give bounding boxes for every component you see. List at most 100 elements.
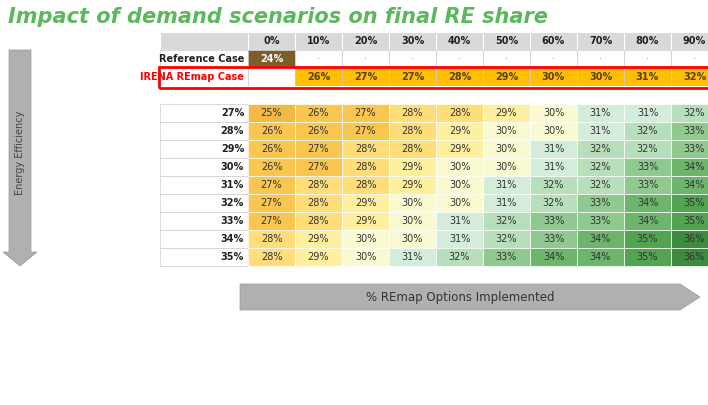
Text: 29%: 29% <box>449 126 470 136</box>
Bar <box>248 212 295 230</box>
Text: 31%: 31% <box>496 198 517 208</box>
Text: ·: · <box>693 54 696 64</box>
Bar <box>577 176 624 194</box>
Bar <box>436 50 483 68</box>
Bar <box>389 176 436 194</box>
Text: 32%: 32% <box>636 144 658 154</box>
Text: 32%: 32% <box>636 126 658 136</box>
Text: 28%: 28% <box>221 126 244 136</box>
Bar <box>295 212 342 230</box>
Text: 33%: 33% <box>636 162 658 172</box>
Text: 28%: 28% <box>355 144 376 154</box>
Text: 31%: 31% <box>496 180 517 190</box>
Bar <box>577 32 624 50</box>
Bar <box>671 140 708 158</box>
Bar <box>530 104 577 122</box>
Bar <box>624 158 671 176</box>
Text: 31%: 31% <box>590 108 611 118</box>
Text: Reference Case: Reference Case <box>159 54 244 64</box>
Bar <box>671 230 708 248</box>
Bar <box>530 158 577 176</box>
Text: 29%: 29% <box>495 72 518 82</box>
Text: 27%: 27% <box>354 72 377 82</box>
Text: 32%: 32% <box>221 198 244 208</box>
Text: 30%: 30% <box>449 162 470 172</box>
Bar <box>248 248 295 266</box>
Bar <box>530 194 577 212</box>
Text: 27%: 27% <box>355 108 377 118</box>
Text: 27%: 27% <box>261 216 282 226</box>
Text: 31%: 31% <box>221 180 244 190</box>
Text: 33%: 33% <box>221 216 244 226</box>
Bar <box>483 122 530 140</box>
Bar <box>295 68 342 86</box>
Text: 27%: 27% <box>355 126 377 136</box>
Bar <box>436 104 483 122</box>
Text: 32%: 32% <box>590 180 611 190</box>
Bar <box>159 66 708 87</box>
Bar <box>160 104 248 122</box>
Text: 34%: 34% <box>636 198 658 208</box>
Text: 30%: 30% <box>543 108 564 118</box>
Text: 31%: 31% <box>402 252 423 262</box>
Bar <box>342 104 389 122</box>
Bar <box>389 194 436 212</box>
Bar <box>530 32 577 50</box>
Text: 31%: 31% <box>636 72 659 82</box>
Bar <box>436 248 483 266</box>
Text: 34%: 34% <box>684 162 705 172</box>
Bar <box>436 68 483 86</box>
Bar <box>624 140 671 158</box>
Text: 33%: 33% <box>636 180 658 190</box>
Bar <box>530 212 577 230</box>
Text: 20%: 20% <box>354 36 377 46</box>
Bar <box>342 158 389 176</box>
Bar <box>671 32 708 50</box>
Text: 32%: 32% <box>590 144 611 154</box>
Bar <box>436 194 483 212</box>
Bar <box>160 194 248 212</box>
Bar <box>389 248 436 266</box>
Text: 30%: 30% <box>543 126 564 136</box>
Bar <box>483 68 530 86</box>
Text: ·: · <box>458 54 461 64</box>
Bar <box>160 158 248 176</box>
Bar <box>577 68 624 86</box>
Text: 35%: 35% <box>684 216 705 226</box>
Bar <box>389 140 436 158</box>
Text: 28%: 28% <box>308 198 329 208</box>
Text: 27%: 27% <box>308 144 329 154</box>
Bar <box>389 212 436 230</box>
Text: 30%: 30% <box>542 72 565 82</box>
Bar <box>624 248 671 266</box>
Text: IRENA REmap Case: IRENA REmap Case <box>140 72 244 82</box>
Text: 30%: 30% <box>589 72 612 82</box>
Bar <box>295 230 342 248</box>
Bar <box>295 248 342 266</box>
Text: 26%: 26% <box>308 108 329 118</box>
Text: 36%: 36% <box>684 234 705 244</box>
Text: 31%: 31% <box>449 234 470 244</box>
Text: 28%: 28% <box>401 144 423 154</box>
Bar <box>295 32 342 50</box>
Bar <box>483 32 530 50</box>
Text: 30%: 30% <box>449 180 470 190</box>
Bar <box>530 122 577 140</box>
Text: 24%: 24% <box>260 54 283 64</box>
Bar <box>342 122 389 140</box>
Bar <box>342 194 389 212</box>
Text: 35%: 35% <box>636 252 658 262</box>
Bar <box>483 140 530 158</box>
Text: 31%: 31% <box>543 162 564 172</box>
Text: 33%: 33% <box>684 126 705 136</box>
Text: 34%: 34% <box>543 252 564 262</box>
Bar <box>530 68 577 86</box>
Text: 29%: 29% <box>355 198 376 208</box>
Text: 26%: 26% <box>308 126 329 136</box>
Text: 27%: 27% <box>261 198 282 208</box>
Bar <box>577 248 624 266</box>
Text: 30%: 30% <box>496 126 517 136</box>
Bar <box>577 194 624 212</box>
Bar <box>530 248 577 266</box>
Bar <box>483 248 530 266</box>
